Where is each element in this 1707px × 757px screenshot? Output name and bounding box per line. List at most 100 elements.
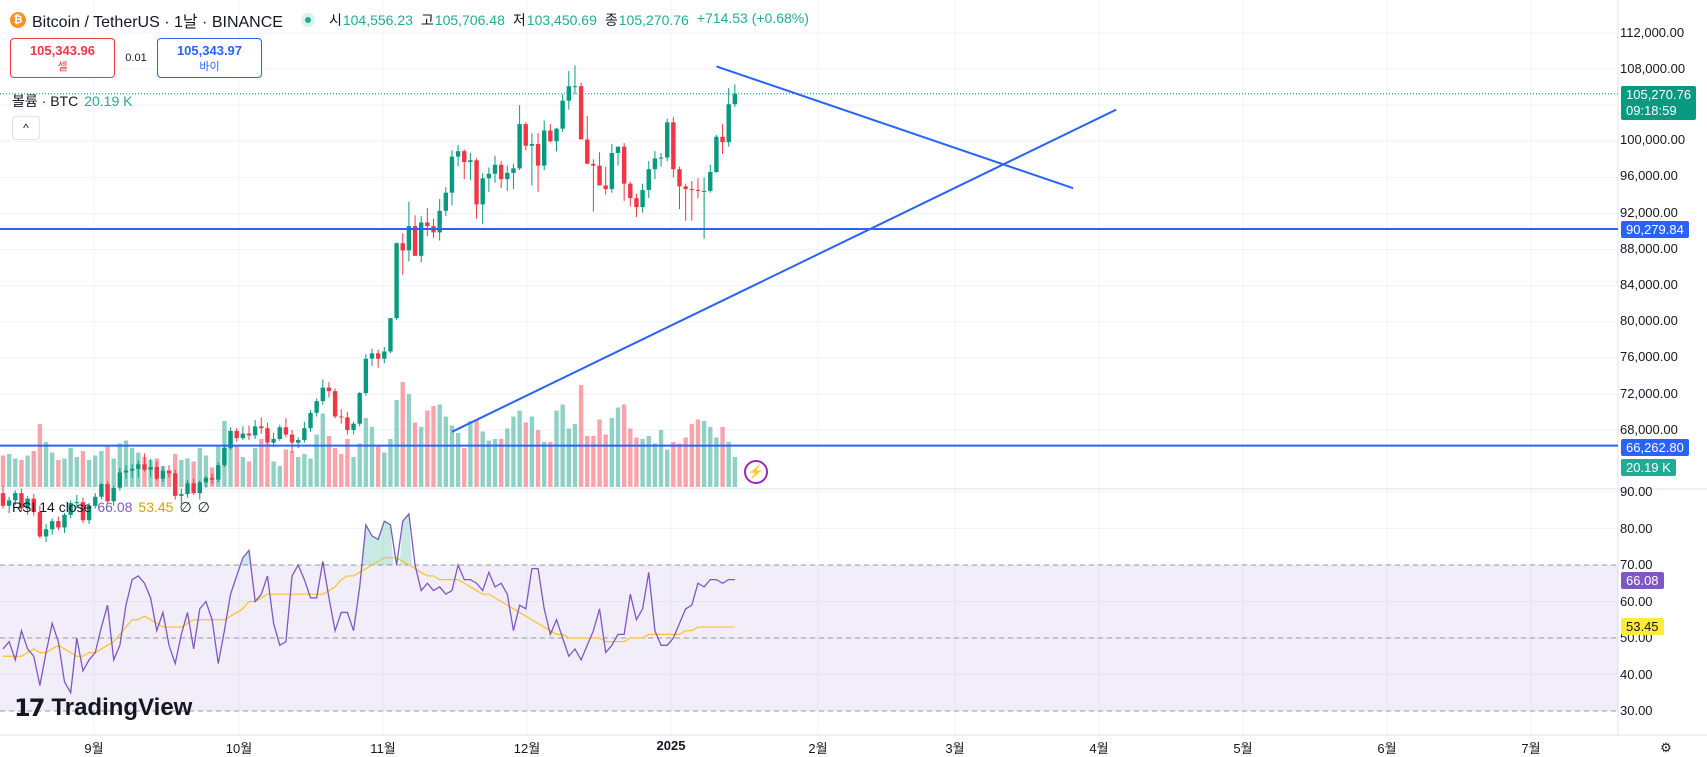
volume-bar (197, 448, 202, 487)
sell-button[interactable]: 105,343.96 셀 (10, 38, 115, 78)
collapse-legend-button[interactable]: ^ (12, 116, 40, 140)
candle-body (474, 160, 479, 205)
volume-bar (80, 451, 86, 487)
candle-body (203, 477, 209, 483)
rsi-axis-label: 60.00 (1620, 594, 1653, 609)
candle-body (609, 153, 615, 190)
candle-body (117, 472, 123, 488)
volume-bar (548, 442, 553, 487)
upper-line-price-tag: 90,279.84 (1621, 221, 1689, 238)
volume-bar (394, 400, 399, 487)
candle-body (43, 529, 49, 537)
candle-body (554, 128, 559, 142)
candle-body (0, 493, 6, 506)
time-axis-label: 10월 (225, 741, 253, 756)
candle-body (492, 164, 498, 174)
time-axis-label: 5월 (1233, 741, 1253, 756)
candle-body (216, 465, 221, 480)
trade-buttons: 105,343.96 셀 0.01 105,343.97 바이 (10, 38, 262, 78)
candle-body (326, 387, 332, 392)
candle-body (111, 487, 116, 502)
candle-body (462, 151, 467, 163)
volume-bar (572, 424, 578, 487)
volume-bar (443, 416, 448, 487)
volume-bar (542, 442, 547, 487)
volume-bar (683, 437, 688, 487)
rsi-legend-empty-2: ∅ (197, 499, 210, 515)
volume-legend[interactable]: 볼륨 · BTC 20.19 K (12, 91, 132, 111)
volume-bar (677, 443, 682, 487)
volume-bar (68, 448, 73, 487)
volume-bar (498, 439, 504, 487)
tradingview-watermark[interactable]: 17 TradingView (14, 694, 192, 722)
candle-body (246, 433, 252, 436)
buy-button[interactable]: 105,343.97 바이 (157, 38, 262, 78)
price-axis-label: 112,000.00 (1620, 25, 1685, 40)
time-axis-label: 9월 (84, 741, 104, 756)
candle-body (197, 482, 202, 494)
candle-body (345, 417, 350, 430)
volume-bar (363, 418, 369, 487)
candle-body (265, 428, 270, 443)
rsi-legend[interactable]: RSI 14 close 66.08 53.45 ∅ ∅ (12, 499, 210, 516)
candle-body (542, 130, 547, 166)
candle-body (99, 484, 104, 497)
time-axis-label: 3월 (945, 741, 965, 756)
candle-body (86, 505, 92, 521)
rsi-axis-label: 70.00 (1620, 557, 1653, 572)
volume-bar (603, 434, 608, 487)
candle-body (406, 226, 412, 251)
candle-body (701, 190, 707, 192)
volume-bar (714, 437, 719, 487)
candle-body (136, 464, 141, 469)
candle-body (142, 464, 147, 470)
volume-bar (302, 454, 307, 487)
price-axis-label: 68,000.00 (1620, 422, 1678, 437)
candle-body (382, 351, 387, 359)
candle-countdown: 09:18:59 (1626, 103, 1677, 118)
volume-bar (252, 448, 258, 487)
volume-bar (339, 454, 344, 487)
bitcoin-logo-icon: ₿ (10, 12, 26, 28)
candlesticks (0, 65, 738, 542)
candle-body (621, 146, 627, 184)
symbol-title[interactable]: Bitcoin / TetherUS · 1날 · BINANCE (32, 14, 283, 31)
volume-bar (578, 385, 584, 487)
volume-bar (246, 461, 252, 487)
time-axis-label: 11월 (370, 741, 396, 756)
rsi-line (2, 512, 735, 695)
market-open-status-icon[interactable] (300, 13, 315, 27)
volume-bar (6, 454, 12, 487)
volume-bar (382, 452, 387, 487)
volume-bar (117, 443, 123, 487)
settings-icon[interactable]: ⚙ (1660, 740, 1672, 755)
sell-price: 105,343.96 (29, 43, 96, 58)
candle-body (37, 512, 43, 537)
volume-bar (566, 428, 571, 487)
rsi-ma-line (3, 557, 735, 657)
volume-bar (37, 424, 43, 487)
volume-bar (468, 421, 473, 487)
volume-bar (634, 437, 639, 487)
candle-body (529, 143, 535, 146)
candle-body (332, 391, 338, 417)
candle-body (296, 439, 301, 443)
candle-body (369, 353, 375, 359)
candle-body (597, 165, 602, 186)
candle-body (480, 178, 485, 205)
candle-body (6, 500, 12, 506)
volume-bar (375, 445, 381, 487)
volume-bars (0, 382, 738, 487)
price-axis-label: 72,000.00 (1620, 386, 1678, 401)
volume-bar (19, 460, 24, 487)
volume-legend-value: 20.19 K (84, 93, 133, 109)
volume-bar (142, 457, 147, 487)
volume-bar (474, 419, 479, 487)
candle-body (560, 100, 565, 129)
rsi-ma-value-tag: 53.45 (1621, 618, 1664, 635)
volume-bar (0, 455, 6, 487)
volume-bar (640, 439, 645, 487)
lightning-icon[interactable]: ⚡ (744, 460, 768, 484)
candle-body (19, 493, 24, 509)
